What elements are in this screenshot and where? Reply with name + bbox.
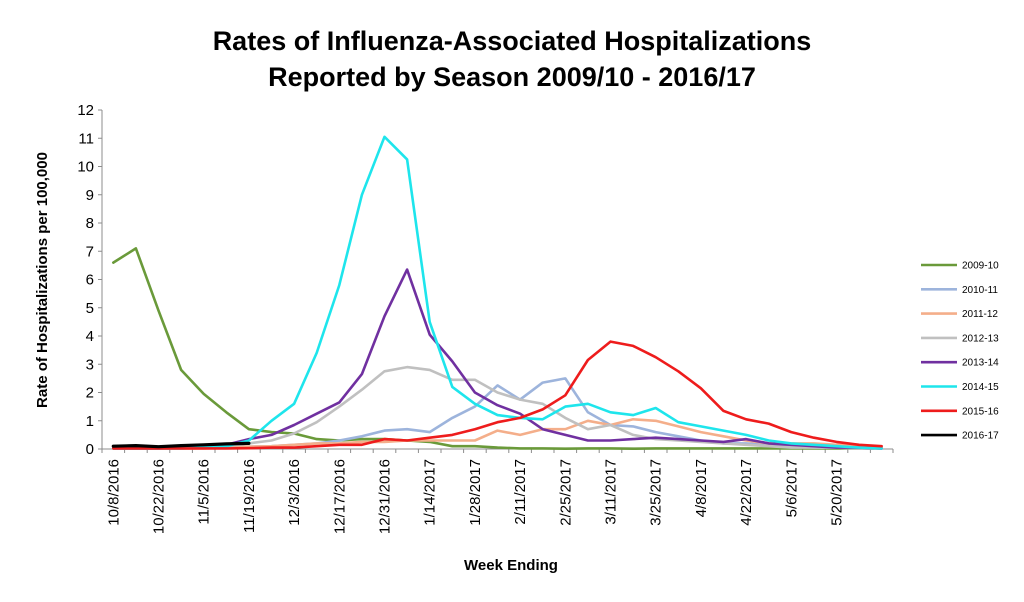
y-tick-label: 5 [86, 300, 94, 317]
x-tick-label: 1/14/2017 [422, 459, 439, 526]
x-tick-label: 11/19/2016 [241, 459, 258, 533]
axes [98, 109, 894, 453]
y-tick-label: 3 [86, 356, 94, 373]
legend-label-2013-14: 2013-14 [962, 358, 999, 369]
x-tick-label: 4/8/2017 [693, 459, 710, 517]
y-tick-label: 7 [86, 243, 94, 260]
y-tick-label: 9 [86, 187, 94, 204]
series-line-2012-13 [112, 365, 884, 450]
x-tick-label: 2/11/2017 [512, 459, 529, 525]
series-line-2015-16 [112, 340, 884, 450]
x-tick-label: 1/28/2017 [467, 459, 484, 526]
y-tick-label: 6 [86, 272, 94, 289]
x-axis-title: Week Ending [464, 557, 558, 574]
x-tick-label: 12/3/2016 [286, 459, 303, 526]
x-tick-label: 3/25/2017 [648, 459, 665, 526]
series-line-2009-10 [112, 247, 884, 451]
legend-label-2009-10: 2009-10 [962, 261, 999, 272]
x-tick-label: 12/31/2016 [377, 459, 394, 534]
y-tick-label: 12 [77, 102, 94, 119]
x-tick-label: 10/8/2016 [105, 459, 122, 526]
x-tick-label: 11/5/2016 [196, 459, 213, 525]
x-tick-label: 4/22/2017 [738, 459, 755, 526]
y-tick-label: 10 [77, 159, 94, 176]
series-line-2016-17 [111, 441, 251, 449]
series-lines [111, 135, 884, 451]
legend-label-2016-17: 2016-17 [962, 431, 999, 442]
y-axis-title: Rate of Hospitalizations per 100,000 [34, 152, 51, 408]
x-tick-label: 2/25/2017 [557, 459, 574, 526]
x-tick-labels: 10/8/2016 10/22/2016 11/5/2016 11/19/2016 12… [105, 459, 845, 534]
x-tick-label: 3/11/2017 [603, 459, 620, 525]
x-tick-label: 5/20/2017 [829, 459, 846, 526]
legend-label-2012-13: 2012-13 [962, 333, 999, 344]
y-tick-label: 2 [86, 385, 94, 402]
x-tick-label: 10/22/2016 [151, 459, 168, 534]
series-line-2013-14 [112, 268, 884, 450]
y-tick-label: 0 [86, 441, 94, 458]
legend: 2009-10 2010-11 2011-12 2012-13 2013-14 2014-… [921, 261, 999, 442]
legend-label-2010-11: 2010-11 [962, 285, 998, 296]
y-tick-label: 8 [86, 215, 94, 232]
x-tick-label: 12/17/2016 [331, 459, 348, 534]
y-tick-label: 4 [86, 328, 94, 345]
chart-title-line-2: Reported by Season 2009/10 - 2016/17 [268, 62, 756, 92]
legend-label-2011-12: 2011-12 [962, 309, 998, 320]
y-tick-label: 1 [86, 413, 94, 430]
x-tick-label: 5/6/2017 [783, 459, 800, 517]
chart-title-line-1: Rates of Influenza-Associated Hospitaliz… [213, 26, 812, 56]
legend-label-2015-16: 2015-16 [962, 406, 999, 417]
series-line-2014-15 [112, 135, 884, 450]
legend-label-2014-15: 2014-15 [962, 382, 999, 393]
y-tick-label: 11 [78, 130, 94, 147]
